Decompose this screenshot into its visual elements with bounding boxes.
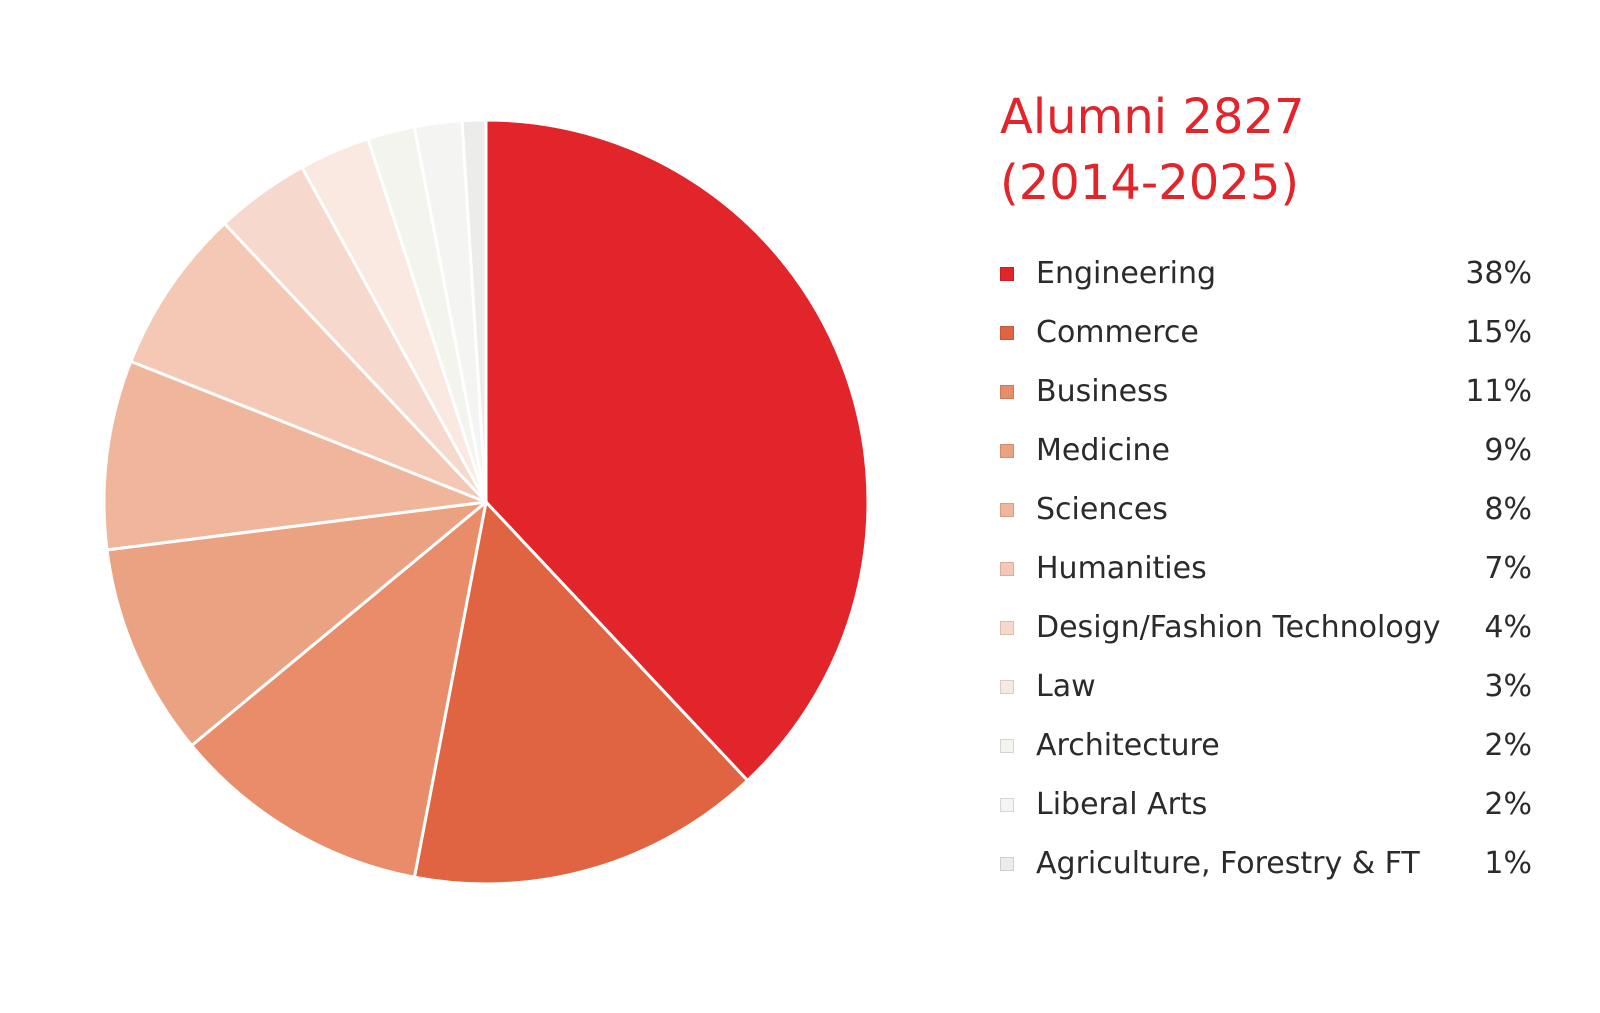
legend-value: 1% [1484,846,1532,881]
legend-label: Design/Fashion Technology [1036,610,1441,645]
legend: Engineering 38% Commerce 15% Business 11% Medi… [1000,244,1532,893]
legend-swatch [1000,856,1014,871]
legend-item: Design/Fashion Technology 4% [1000,598,1532,657]
pie-slice-humanities [129,222,488,504]
legend-swatch [1000,384,1014,399]
legend-value: 15% [1465,315,1532,350]
legend-item: Law 3% [1000,657,1532,716]
legend-swatch [1000,738,1014,753]
legend-label: Medicine [1036,433,1171,468]
legend-label: Law [1036,669,1096,704]
pie-slice-agriculture-forestry-ft [460,118,488,504]
legend-item: Medicine 9% [1000,421,1532,480]
legend-item: Humanities 7% [1000,539,1532,598]
legend-swatch [1000,561,1014,576]
legend-swatch [1000,620,1014,635]
legend-value: 11% [1465,374,1532,409]
legend-swatch [1000,443,1014,458]
legend-value: 7% [1484,551,1532,586]
legend-value: 4% [1484,610,1532,645]
pie-slice-commerce [412,500,749,886]
legend-swatch [1000,502,1014,517]
chart-subtitle: (2014-2025) [1000,155,1300,211]
legend-label: Sciences [1036,492,1168,527]
legend-item: Commerce 15% [1000,303,1532,362]
legend-label: Agriculture, Forestry & FT [1036,846,1420,881]
legend-label: Engineering [1036,256,1216,291]
pie-slice-sciences [102,359,488,552]
legend-label: Humanities [1036,551,1207,586]
legend-item: Architecture 2% [1000,716,1532,775]
pie-slice-medicine [105,500,488,747]
legend-label: Commerce [1036,315,1199,350]
legend-item: Engineering 38% [1000,244,1532,303]
legend-value: 8% [1484,492,1532,527]
pie-chart [102,118,870,886]
legend-value: 2% [1484,787,1532,822]
legend-item: Liberal Arts 2% [1000,775,1532,834]
legend-swatch [1000,266,1014,281]
legend-label: Business [1036,374,1169,409]
legend-swatch [1000,325,1014,340]
legend-value: 2% [1484,728,1532,763]
legend-value: 38% [1465,256,1532,291]
legend-item: Agriculture, Forestry & FT 1% [1000,834,1532,893]
legend-label: Architecture [1036,728,1220,763]
chart-title-main: Alumni 2827 [1000,89,1305,145]
legend-swatch [1000,797,1014,812]
pie-slice-engineering [484,118,870,782]
legend-value: 3% [1484,669,1532,704]
chart-title: Alumni 2827 (2014-2025) [1000,84,1560,216]
legend-item: Sciences 8% [1000,480,1532,539]
legend-value: 9% [1484,433,1532,468]
pie-slice-business [190,500,488,879]
legend-label: Liberal Arts [1036,787,1208,822]
legend-swatch [1000,679,1014,694]
legend-item: Business 11% [1000,362,1532,421]
